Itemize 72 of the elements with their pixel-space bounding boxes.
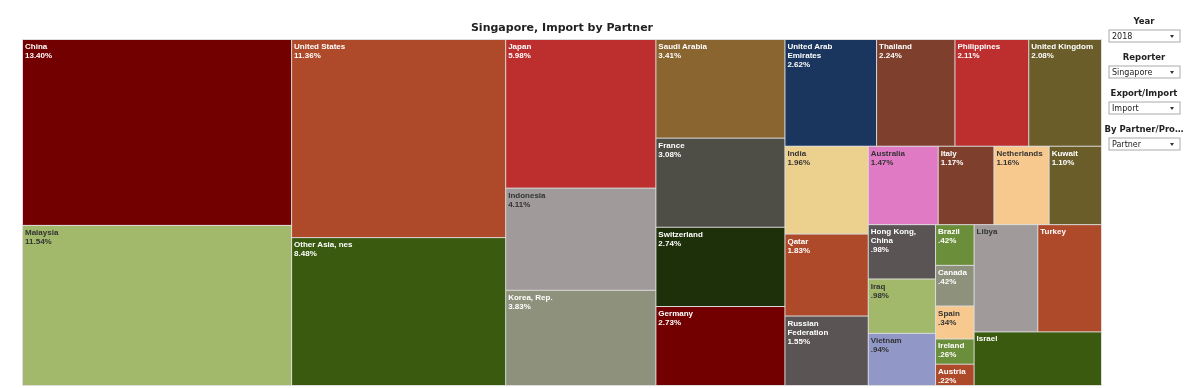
data-label: 2.73% (658, 318, 682, 328)
text: Reporter (1122, 52, 1167, 62)
data-label: 3.41% (658, 51, 682, 60)
data-label: 3.08% (658, 149, 682, 159)
category-label: Ireland (938, 341, 965, 351)
data-label: .26% (938, 350, 957, 360)
category-label: Turkey (1040, 227, 1067, 237)
data-label: 2.24% (879, 51, 902, 60)
category-label: Saudi Arabia (658, 42, 708, 51)
category-label: Brazil (938, 227, 960, 237)
text: 2018 (1112, 32, 1133, 41)
category-label: Canada (938, 267, 968, 277)
data-label: 1.47% (870, 157, 894, 167)
category-label: India (787, 148, 807, 158)
data-label: .34% (938, 317, 957, 327)
data-label: 2.62% (787, 60, 811, 69)
text: Partner (1112, 140, 1142, 149)
text: Export/Import (1110, 88, 1178, 98)
data-label: 4.11% (508, 199, 531, 209)
category-label: Austria (938, 366, 967, 376)
category-label: Spain (938, 308, 960, 318)
data-label: 11.36% (294, 51, 321, 60)
category-label: Switzerland (658, 229, 703, 239)
category-label: Korea, Rep. (508, 292, 553, 302)
text: Import (1112, 104, 1139, 113)
category-label: Germany (658, 309, 694, 319)
category-label: Iraq (870, 281, 886, 291)
data-label: 1.83% (787, 245, 811, 255)
category-label: Netherlands (996, 148, 1044, 158)
category-label: Indonesia (508, 190, 547, 200)
category-label: United Arab Emirates (787, 42, 833, 60)
category-label: Hong Kong, China (870, 227, 917, 246)
category-label: Australia (870, 148, 906, 158)
text: By Partner/Pro… (1104, 124, 1184, 134)
data-label: 8.48% (294, 249, 317, 259)
text: Singapore, Import by Partner (470, 21, 654, 34)
category-label: Italy (940, 148, 958, 158)
category-label: Philippines (957, 42, 1001, 51)
data-label: 1.10% (1051, 157, 1075, 167)
category-label: Russian Federation (787, 318, 829, 337)
data-label: .98% (870, 245, 889, 255)
data-label: 11.54% (25, 236, 52, 246)
category-label: Libya (976, 227, 999, 237)
data-label: .42% (938, 276, 957, 286)
category-label: United Kingdom (1031, 42, 1094, 51)
category-label: Vietnam (870, 335, 902, 345)
data-label: 5.98% (508, 51, 531, 60)
data-label: 1.55% (787, 336, 811, 346)
text: Singapore (1112, 68, 1153, 77)
category-label: United States (294, 42, 346, 51)
data-label: .94% (870, 344, 889, 354)
data-label: .98% (870, 290, 889, 300)
category-label: Malaysia (25, 227, 59, 237)
data-label: 13.40% (25, 51, 53, 60)
category-label: Other Asia, nes (294, 240, 354, 250)
data-label: 2.74% (658, 238, 682, 248)
data-label: 2.08% (1031, 51, 1054, 60)
category-label: Kuwait (1051, 148, 1079, 158)
category-label: France (658, 140, 686, 150)
data-label: 2.11% (957, 51, 980, 60)
data-label: .42% (938, 236, 957, 246)
data-label: 1.16% (996, 157, 1020, 167)
category-label: China (25, 42, 48, 51)
category-label: Israel (976, 334, 998, 344)
data-label: 3.83% (508, 301, 531, 311)
category-label: Japan (508, 42, 532, 51)
data-label: 1.96% (787, 157, 811, 167)
category-label: Thailand (879, 42, 913, 51)
data-label: .22% (938, 375, 957, 385)
text: Year (1132, 16, 1156, 26)
data-label: 1.17% (940, 157, 964, 167)
category-label: Qatar (787, 236, 809, 246)
